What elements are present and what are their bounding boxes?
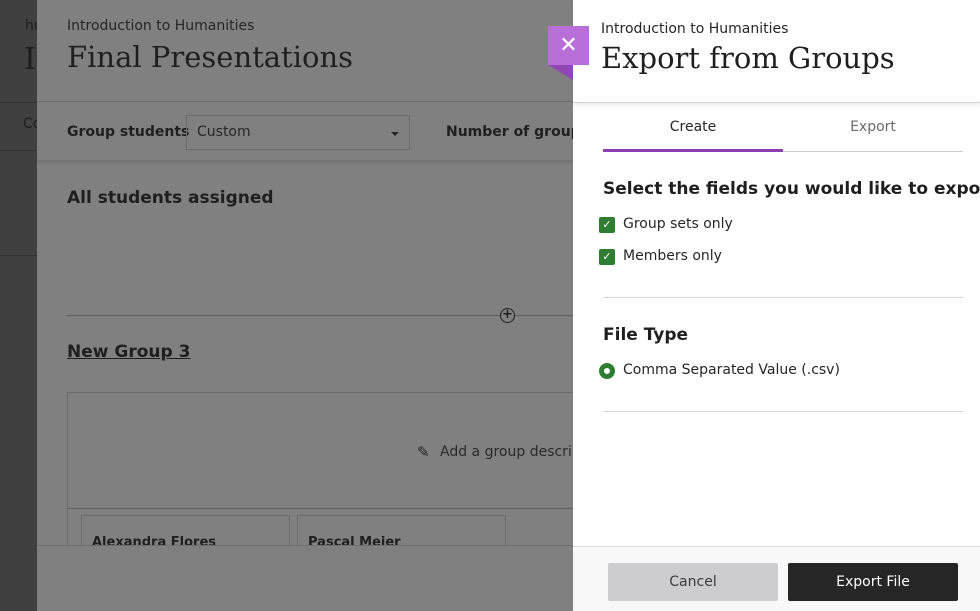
tab-create[interactable]: Create xyxy=(603,112,783,152)
members-label: Members only xyxy=(623,248,722,264)
bg-fragment: hu xyxy=(25,18,37,34)
fields-heading: Select the fields you would like to expo… xyxy=(603,179,980,199)
divider xyxy=(603,297,963,298)
group-toolbar: Group students Custom Number of groups xyxy=(37,102,573,161)
divider xyxy=(67,315,573,316)
close-fold xyxy=(548,65,573,80)
bg-fragment: I xyxy=(24,42,36,77)
export-file-button[interactable]: Export File xyxy=(788,563,958,601)
bg-fragment: Co xyxy=(23,116,37,132)
csv-label: Comma Separated Value (.csv) xyxy=(623,362,840,378)
pencil-icon: ✎ xyxy=(417,443,430,461)
radio-csv[interactable] xyxy=(599,363,615,379)
cancel-button[interactable]: Cancel xyxy=(608,563,778,601)
groups-header: Introduction to Humanities Final Present… xyxy=(37,0,573,102)
export-footer: Cancel Export File xyxy=(573,546,980,611)
checkbox-members[interactable]: ✓ xyxy=(599,249,615,265)
add-description-link[interactable]: Add a group descrip xyxy=(440,444,573,460)
checkbox-group-sets[interactable]: ✓ xyxy=(599,217,615,233)
export-panel: Introduction to Humanities Export from G… xyxy=(573,0,980,611)
page-title: Final Presentations xyxy=(67,40,354,74)
tab-export[interactable]: Export xyxy=(783,112,963,152)
divider xyxy=(68,508,573,509)
group-students-label: Group students xyxy=(67,124,190,140)
panel-title: Export from Groups xyxy=(601,41,895,75)
group-students-select[interactable]: Custom xyxy=(186,115,410,150)
background-page: hu I Co xyxy=(0,0,37,611)
group-name-link[interactable]: New Group 3 xyxy=(67,342,191,362)
select-value: Custom xyxy=(197,124,251,140)
file-type-heading: File Type xyxy=(603,325,689,345)
chevron-down-icon xyxy=(391,132,399,136)
groups-panel: Introduction to Humanities Final Present… xyxy=(37,0,573,611)
course-name: Introduction to Humanities xyxy=(67,18,255,34)
groups-footer xyxy=(37,545,573,611)
close-button[interactable]: ✕ xyxy=(548,26,589,65)
course-name: Introduction to Humanities xyxy=(601,21,789,37)
number-of-groups-label: Number of groups xyxy=(446,124,573,140)
divider xyxy=(603,411,963,412)
add-group-icon[interactable]: + xyxy=(500,308,515,323)
all-students-assigned: All students assigned xyxy=(67,188,274,208)
export-header: Introduction to Humanities Export from G… xyxy=(573,0,980,103)
group-sets-label: Group sets only xyxy=(623,216,733,232)
close-icon: ✕ xyxy=(559,33,578,58)
